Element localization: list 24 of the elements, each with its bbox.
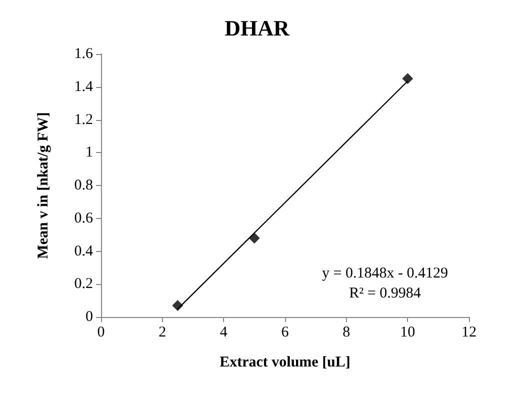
y-tick-label: 0.8 xyxy=(74,178,93,194)
annotation: R² = 0.9984 xyxy=(349,286,422,302)
x-tick-label: 2 xyxy=(158,324,166,340)
x-tick-label: 0 xyxy=(97,324,105,340)
point xyxy=(172,300,184,311)
y-tick-label: 1.4 xyxy=(74,78,94,95)
y-tick-label: 0.4 xyxy=(74,243,94,260)
y-tick-label: 1.6 xyxy=(74,46,94,62)
y-tick-label: 0 xyxy=(86,309,93,325)
x-tick-label: 6 xyxy=(281,324,290,340)
y-tick-label: 0.6 xyxy=(74,210,94,226)
y-tick-label: 1 xyxy=(86,144,93,161)
y-tick-label: 0.2 xyxy=(74,276,93,292)
y-axis-title: Mean v in [nkat/g FW] xyxy=(36,112,52,259)
x-tick-label: 8 xyxy=(342,324,350,340)
point xyxy=(248,232,260,244)
chart-title: DHAR xyxy=(224,16,290,40)
x-tick-label: 10 xyxy=(400,324,416,340)
x-axis-title: Extract volume [uL] xyxy=(220,354,350,370)
annotation: y = 0.1848x - 0.4129 xyxy=(322,266,448,282)
point xyxy=(402,73,414,84)
y-tick-label: 1.2 xyxy=(74,112,93,128)
x-tick-label: 12 xyxy=(462,324,476,340)
x-tick-label: 4 xyxy=(220,324,228,340)
